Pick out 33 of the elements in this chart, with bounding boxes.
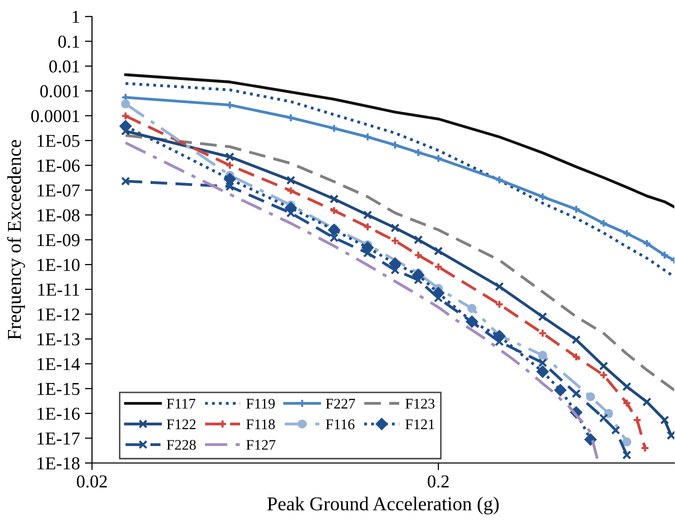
- legend-label: F117: [166, 398, 196, 408]
- y-tick-label: 0.1: [58, 36, 80, 48]
- y-tick-label: 1E-13: [38, 333, 80, 346]
- x-axis-title: Peak Ground Acceleration (g): [267, 496, 499, 514]
- y-tick-label: 1E-09: [38, 234, 80, 246]
- y-tick-label: 1E-18: [38, 457, 80, 470]
- y-tick-label: 1E-15: [38, 382, 80, 396]
- legend-label: F227: [326, 398, 356, 408]
- x-tick-label: 0.02: [76, 475, 107, 488]
- y-tick-label: 0.01: [49, 60, 80, 73]
- y-tick-label: 1E-14: [38, 358, 80, 370]
- y-tick-label: 1E-06: [38, 160, 80, 172]
- y-tick-label: 0.001: [40, 85, 80, 98]
- y-tick-label: 1: [72, 10, 80, 23]
- y-tick-label: 1E-17: [38, 432, 80, 444]
- legend-label: F118: [246, 419, 275, 430]
- y-tick-label: 1E-11: [38, 284, 80, 296]
- legend-label: F119: [246, 398, 275, 409]
- legend-label: F122: [166, 419, 196, 430]
- y-axis-title: Frequency of Exceedence: [7, 140, 25, 340]
- legend-label: F121: [405, 419, 434, 430]
- y-tick-label: 1E-12: [38, 308, 80, 320]
- legend-label: F127: [246, 440, 276, 450]
- legend-label: F228: [166, 440, 196, 450]
- legend-label: F123: [405, 398, 434, 409]
- y-tick-label: 1E-16: [38, 408, 80, 420]
- y-tick-label: 1E-10: [38, 258, 80, 271]
- x-tick-label: 0.2: [428, 475, 449, 488]
- y-tick-label: 1E-05: [38, 134, 80, 147]
- legend-label: F116: [326, 419, 354, 430]
- y-tick-label: 0.0001: [31, 110, 80, 122]
- y-tick-label: 1E-07: [38, 184, 80, 197]
- y-tick-label: 1E-08: [38, 209, 80, 222]
